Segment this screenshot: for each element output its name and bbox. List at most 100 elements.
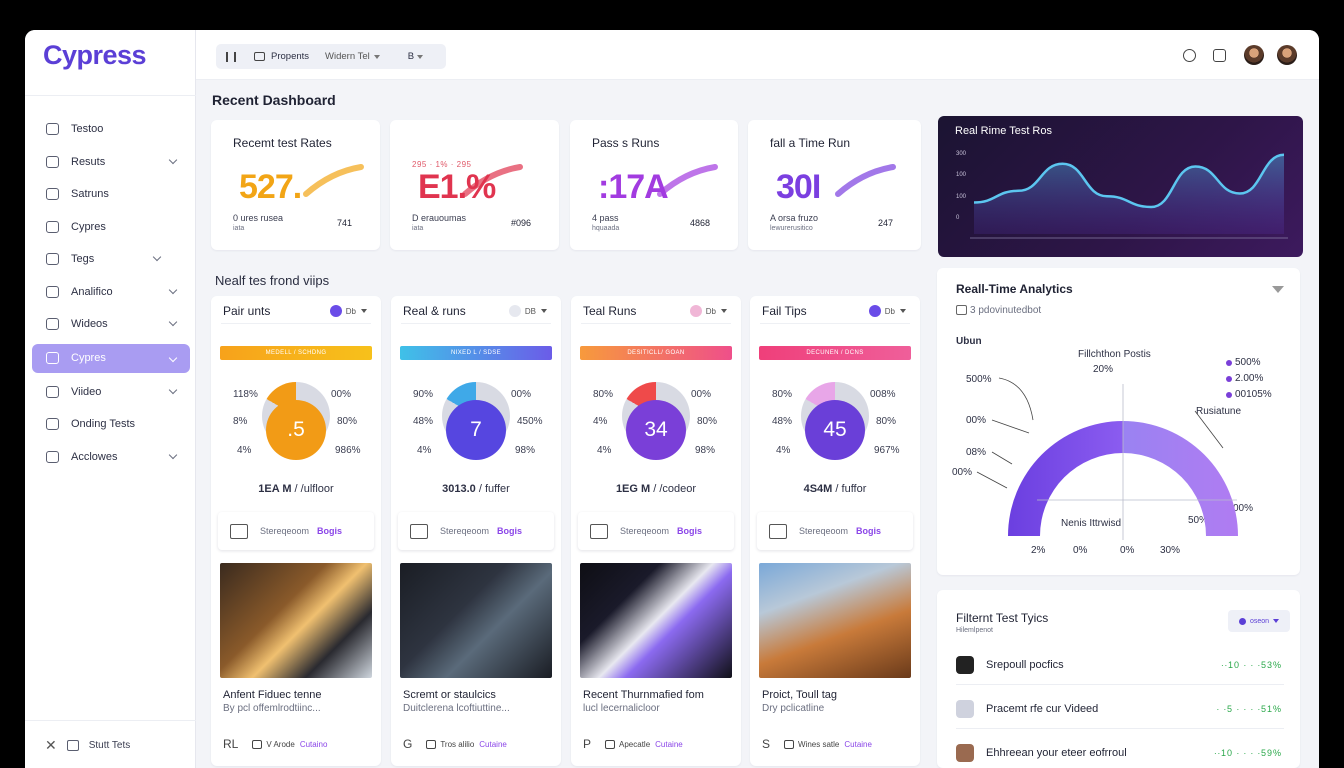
stat-card[interactable]: 295 · 1% · 295 E1.% D erauoumas iata #09… bbox=[390, 120, 559, 250]
sidebar-item[interactable]: Testoo bbox=[32, 113, 190, 146]
checkbox-icon[interactable] bbox=[410, 523, 428, 539]
sidebar-item-label: Onding Tests bbox=[71, 418, 136, 431]
run-card-menu[interactable]: Db bbox=[689, 305, 727, 317]
thumbnail-title[interactable]: Scremt or staulcics bbox=[403, 689, 496, 701]
run-card-menu[interactable]: DB bbox=[508, 305, 547, 317]
stat-card[interactable]: fall a Time Run 30I A orsa fruzo lewurer… bbox=[748, 120, 921, 250]
analytics-x-label: 2% bbox=[1031, 545, 1046, 556]
sidebar-footer[interactable]: ✕ Stutt Tets bbox=[45, 737, 130, 754]
footer-glyph[interactable]: P bbox=[583, 737, 592, 751]
run-strip-link[interactable]: Bogis bbox=[497, 526, 523, 536]
avatar[interactable] bbox=[1244, 45, 1264, 65]
footer-link[interactable]: Cutaine bbox=[844, 739, 872, 749]
nav-icon bbox=[46, 220, 59, 233]
checkbox-icon[interactable] bbox=[769, 523, 787, 539]
sidebar-item[interactable]: Wideos bbox=[32, 308, 190, 341]
sidebar-footer-label: Stutt Tets bbox=[88, 740, 131, 751]
run-card: Fail Tips Db DECUNEN / DCNS 80% 48% 4% 0… bbox=[750, 296, 920, 766]
run-meta-primary: 3013.0 bbox=[442, 483, 476, 495]
run-card-strip[interactable]: Stereqeoom Bogis bbox=[578, 512, 734, 550]
analytics-subtitle: 3 pdovinutedbot bbox=[970, 305, 1042, 316]
sidebar-item[interactable]: Resuts bbox=[32, 146, 190, 179]
sidebar-item[interactable]: Onding Tests bbox=[32, 408, 190, 441]
chevron-down-icon[interactable] bbox=[152, 252, 162, 262]
chevron-down-icon[interactable] bbox=[168, 155, 178, 164]
analytics-label: Rusiatune bbox=[1196, 406, 1242, 417]
video-thumbnail[interactable] bbox=[400, 563, 552, 678]
run-card-menu-label: Db bbox=[705, 306, 716, 316]
chevron-down-icon[interactable] bbox=[168, 450, 178, 459]
chevron-down-icon[interactable] bbox=[168, 285, 178, 294]
status-dot-icon bbox=[1238, 617, 1246, 625]
run-pct: 4% bbox=[417, 445, 432, 456]
list-item[interactable]: Srepoull pocfics ∙∙10 ∙ ∙ ∙53% bbox=[956, 645, 1284, 685]
list-item[interactable]: Ehhreean your eteer eofrroul ∙∙10 ∙ ∙ ∙ … bbox=[956, 733, 1284, 768]
run-pct: 80% bbox=[772, 389, 793, 400]
stat-swoosh bbox=[303, 164, 364, 197]
chevron-down-icon[interactable] bbox=[1272, 286, 1284, 293]
run-card-menu-label: Db bbox=[884, 306, 895, 316]
window-icon[interactable] bbox=[1213, 49, 1226, 62]
tag-icon bbox=[426, 739, 437, 749]
run-card-banner: MEDELL / SCHDNG bbox=[220, 346, 372, 360]
sidebar-item[interactable]: Satruns bbox=[32, 178, 190, 211]
divider bbox=[401, 323, 551, 324]
run-card-menu[interactable]: Db bbox=[329, 305, 367, 317]
footer-link[interactable]: Cutaine bbox=[655, 739, 683, 749]
filter-dropdown[interactable]: oseon bbox=[1228, 610, 1290, 632]
video-thumbnail[interactable] bbox=[580, 563, 732, 678]
sidebar-item-label: Cypres bbox=[71, 352, 106, 364]
stat-card[interactable]: Pass s Runs :17A 4 pass hquaada 4868 bbox=[570, 120, 738, 250]
chevron-down-icon[interactable] bbox=[168, 385, 178, 394]
user-avatar[interactable] bbox=[1277, 45, 1297, 65]
checkbox-icon[interactable] bbox=[230, 523, 248, 539]
analytics-label: Ubun bbox=[956, 336, 982, 347]
run-pct: 450% bbox=[517, 416, 543, 427]
footer-link[interactable]: Cutaino bbox=[299, 739, 328, 749]
video-thumbnail[interactable] bbox=[759, 563, 911, 678]
run-card-strip[interactable]: Stereqeoom Bogis bbox=[218, 512, 374, 550]
sidebar-item[interactable]: Analifico bbox=[32, 276, 190, 309]
app-logo[interactable]: Cypress bbox=[43, 40, 147, 70]
run-meta-secondary: fuffer bbox=[484, 483, 510, 495]
status-dot-icon bbox=[868, 305, 881, 317]
run-pct: 98% bbox=[695, 445, 716, 456]
run-strip-link[interactable]: Bogis bbox=[677, 526, 703, 536]
sidebar-item[interactable]: Cypres bbox=[32, 343, 190, 373]
run-strip-link[interactable]: Bogis bbox=[317, 526, 343, 536]
filter-extra[interactable]: B bbox=[407, 51, 415, 62]
video-thumbnail[interactable] bbox=[220, 563, 372, 678]
sidebar-item[interactable]: Cypres bbox=[32, 211, 190, 244]
thumbnail-title[interactable]: Proict, Toull tag bbox=[762, 689, 838, 701]
list-item[interactable]: Pracemt rfe cur Videed ∙ ∙5 ∙ ∙ ∙ ∙51% bbox=[956, 689, 1284, 729]
run-card-menu[interactable]: Db bbox=[868, 305, 906, 317]
thumbnail-title[interactable]: Anfent Fiduec tenne bbox=[223, 689, 322, 701]
footer-glyph[interactable]: RL bbox=[223, 737, 239, 751]
thumbnail-title[interactable]: Recent Thurnmafied fom bbox=[583, 689, 704, 701]
close-icon[interactable]: ✕ bbox=[45, 737, 57, 753]
run-card-strip[interactable]: Stereqeoom Bogis bbox=[398, 512, 554, 550]
chevron-down-icon[interactable] bbox=[168, 353, 178, 362]
project-filter[interactable]: Propents Widern Tel B bbox=[216, 44, 446, 69]
clock-icon[interactable] bbox=[1183, 49, 1196, 62]
chevron-down-icon[interactable] bbox=[168, 317, 178, 327]
run-pct: 00% bbox=[511, 389, 532, 400]
sidebar-item[interactable]: Viideo bbox=[32, 376, 190, 409]
stat-card[interactable]: Recemt test Rates 527. 0 ures rusea iata… bbox=[211, 120, 380, 250]
stat-title: Recemt test Rates bbox=[233, 136, 332, 150]
run-card-title: Fail Tips bbox=[762, 304, 807, 318]
run-card-strip[interactable]: Stereqeoom Bogis bbox=[757, 512, 913, 550]
footer-glyph[interactable]: G bbox=[403, 737, 413, 751]
stat-value: :17A bbox=[598, 168, 669, 206]
sidebar-item[interactable]: Tegs bbox=[32, 243, 190, 276]
run-strip-link[interactable]: Bogis bbox=[856, 526, 882, 536]
run-card-meta: 3013.0 / fuffer bbox=[442, 483, 510, 495]
footer-tag: V Arode bbox=[266, 739, 295, 749]
checkbox-icon[interactable] bbox=[590, 523, 608, 539]
analytics-gauge-chart bbox=[976, 377, 1238, 540]
footer-link[interactable]: Cutaine bbox=[479, 739, 507, 749]
sidebar-item[interactable]: Acclowes bbox=[32, 441, 190, 474]
filter-select[interactable]: Widern Tel bbox=[325, 51, 370, 62]
status-dot-icon bbox=[508, 305, 521, 317]
footer-glyph[interactable]: S bbox=[762, 737, 771, 751]
